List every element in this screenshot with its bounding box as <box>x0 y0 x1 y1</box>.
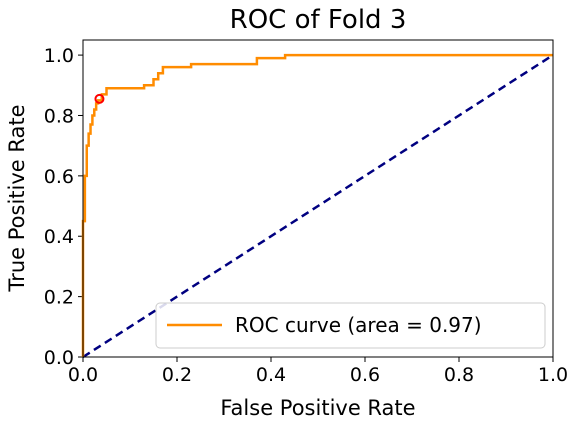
legend-label-roc: ROC curve (area = 0.97) <box>235 313 482 337</box>
chart-title: ROC of Fold 3 <box>230 5 407 35</box>
y-tick-label: 0.2 <box>44 287 74 309</box>
x-tick-label: 0.6 <box>350 364 380 386</box>
y-tick-label: 0.0 <box>44 347 74 369</box>
x-tick-label: 0.2 <box>162 364 192 386</box>
x-axis-label: False Positive Rate <box>220 396 415 420</box>
legend: ROC curve (area = 0.97) <box>156 303 545 348</box>
y-tick-label: 0.6 <box>44 166 74 188</box>
x-tick-label: 0.4 <box>256 364 286 386</box>
x-tick-label: 0.8 <box>444 364 474 386</box>
y-tick-label: 1.0 <box>44 45 74 67</box>
y-axis-label: True Positive Rate <box>5 104 29 292</box>
y-tick-label: 0.8 <box>44 105 74 127</box>
x-tick-label: 1.0 <box>538 364 568 386</box>
y-tick-label: 0.4 <box>44 226 74 248</box>
